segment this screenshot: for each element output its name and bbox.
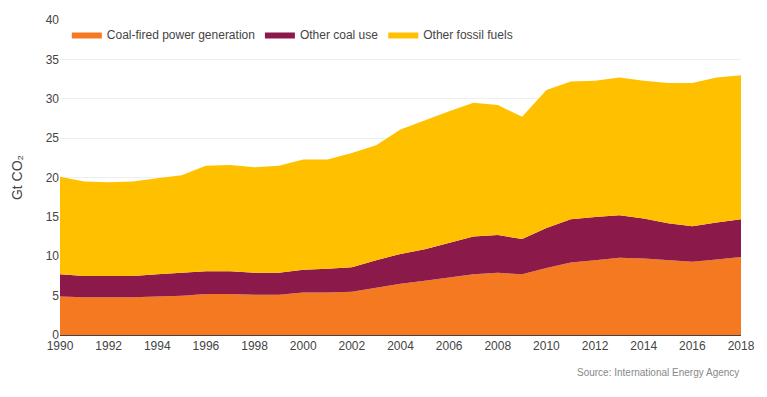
svg-text:20: 20	[46, 171, 60, 185]
svg-text:Gt CO₂: Gt CO₂	[9, 155, 25, 200]
svg-text:2014: 2014	[630, 339, 657, 353]
svg-text:2002: 2002	[339, 339, 366, 353]
svg-text:2016: 2016	[679, 339, 706, 353]
svg-text:2010: 2010	[533, 339, 560, 353]
svg-text:40: 40	[46, 13, 60, 27]
svg-text:5: 5	[52, 289, 59, 303]
svg-text:1992: 1992	[95, 339, 122, 353]
svg-text:2006: 2006	[436, 339, 463, 353]
svg-text:1996: 1996	[193, 339, 220, 353]
svg-text:1994: 1994	[144, 339, 171, 353]
svg-text:1998: 1998	[241, 339, 268, 353]
svg-text:Other coal use: Other coal use	[300, 28, 378, 42]
svg-text:2008: 2008	[484, 339, 511, 353]
svg-text:Other fossil fuels: Other fossil fuels	[423, 28, 512, 42]
svg-text:2012: 2012	[582, 339, 609, 353]
svg-text:15: 15	[46, 210, 60, 224]
svg-text:Source: International Energy A: Source: International Energy Agency	[577, 367, 739, 378]
svg-text:0: 0	[52, 328, 59, 342]
svg-text:2000: 2000	[290, 339, 317, 353]
svg-text:Coal-fired power generation: Coal-fired power generation	[107, 28, 255, 42]
svg-text:10: 10	[46, 249, 60, 263]
svg-text:1990: 1990	[47, 339, 74, 353]
svg-text:30: 30	[46, 92, 60, 106]
svg-text:2004: 2004	[387, 339, 414, 353]
svg-text:2018: 2018	[728, 339, 755, 353]
svg-text:25: 25	[46, 131, 60, 145]
svg-text:35: 35	[46, 53, 60, 67]
